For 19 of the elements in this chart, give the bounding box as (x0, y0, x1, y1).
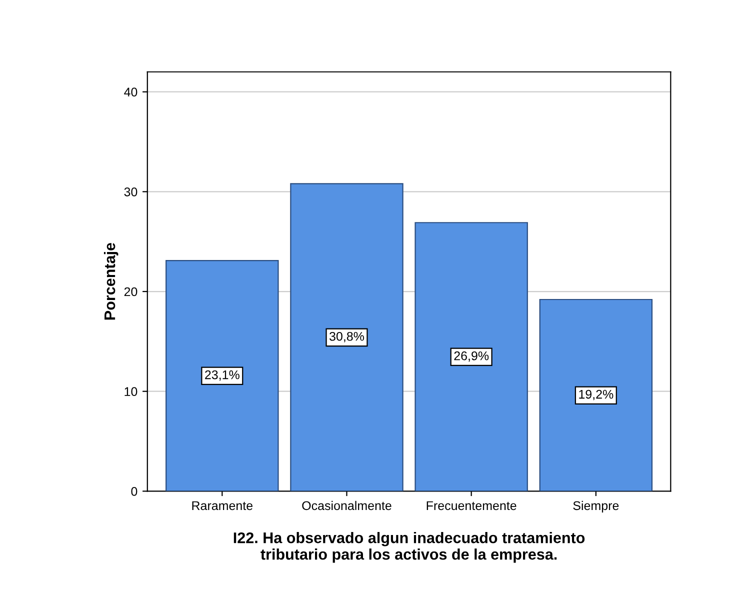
x-tick-label: Siempre (573, 500, 619, 513)
y-tick-label: 40 (124, 88, 138, 96)
data-label: 30,8% (329, 332, 364, 342)
y-tick-label: 0 (131, 486, 138, 496)
bar (539, 298, 653, 492)
bar (166, 260, 279, 492)
y-tick-label: 20 (124, 287, 138, 296)
y-tick-label: 30 (124, 187, 138, 196)
data-label: 23,1% (205, 370, 240, 381)
x-tick-label: Raramente (192, 501, 253, 510)
bar (414, 222, 528, 492)
y-axis-title: Porcentaje (104, 242, 118, 320)
data-label: 26,9% (454, 351, 489, 362)
bar (290, 183, 404, 492)
y-tick-label: 10 (124, 387, 138, 396)
x-tick-label: Frecuentemente (426, 501, 516, 510)
data-label: 19,2% (579, 390, 614, 400)
x-tick-label: Ocasionalmente (302, 500, 392, 510)
x-axis-title: I22. Ha observado algun inadecuado tratamiento tributario para los activos de la empresa. (234, 532, 585, 563)
